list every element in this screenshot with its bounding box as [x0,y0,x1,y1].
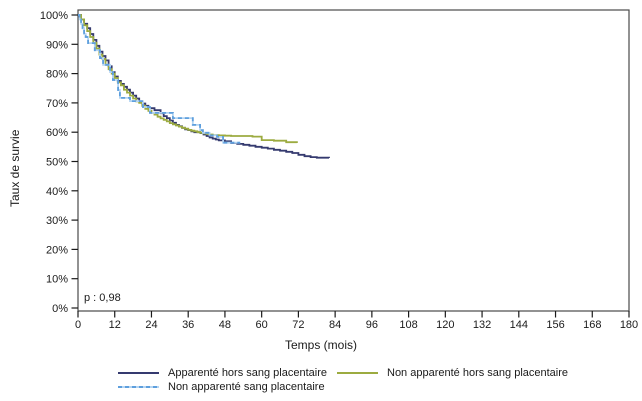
y-axis-tick-label: 60% [46,127,68,139]
y-axis-tick-label: 90% [46,39,68,51]
x-axis-title: Temps (mois) [284,338,357,352]
x-axis-tick-label: 48 [219,319,231,331]
survival-curve-base [78,14,241,144]
legend-line-swatch [118,371,159,374]
x-axis-tick-label: 180 [620,319,638,331]
y-axis-tick-label: 70% [46,98,68,110]
y-axis-tick-label: 0% [52,303,68,315]
y-axis-tick-label: 20% [46,244,68,256]
x-axis-tick-label: 96 [366,319,378,331]
x-axis-tick-label: 36 [182,319,194,331]
plot-area: 0% 10% 20% 30% 40% 50% 60% 70% 80% 90% 100% 0 12 24 36… [40,9,638,331]
x-axis-tick-label: 168 [583,319,601,331]
legend-line-swatch [118,385,159,388]
survival-curve [78,14,298,144]
x-axis-tick-label: 108 [399,319,417,331]
survival-curve [78,14,241,144]
legend-label: Apparenté hors sang placentaire [168,366,327,379]
x-axis-tick-label: 0 [75,319,81,331]
x-axis-tick-label: 60 [256,319,268,331]
legend-item: Non apparenté hors sang placentaire [337,366,568,379]
y-axis-tick-label: 50% [46,157,68,169]
x-axis-tick-label: 72 [292,319,304,331]
legend-label: Non apparenté sang placentaire [168,380,325,393]
x-axis-tick-label: 24 [145,319,157,331]
p-value-label: p : 0,98 [84,292,121,304]
legend-line-swatch [337,371,378,374]
y-axis-tick-label: 40% [46,186,68,198]
x-axis-tick-label: 132 [473,319,491,331]
y-axis-title: Taux de survie [8,129,22,207]
x-axis-tick-label: 12 [109,319,121,331]
plot-frame [77,9,630,312]
x-axis-tick-label: 144 [510,319,528,331]
y-axis-tick-label: 10% [46,274,68,286]
y-axis-tick-label: 30% [46,215,68,227]
survival-curve [78,14,330,159]
x-axis-tick-label: 84 [329,319,341,331]
x-axis-tick-label: 156 [546,319,564,331]
legend-label: Non apparenté hors sang placentaire [387,366,569,379]
y-axis-tick-label: 80% [46,69,68,81]
legend-item: Non apparenté sang placentaire [118,380,325,393]
legend-item: Apparenté hors sang placentaire [118,366,327,379]
x-axis-tick-label: 120 [436,319,454,331]
y-axis-tick-label: 100% [40,10,68,22]
